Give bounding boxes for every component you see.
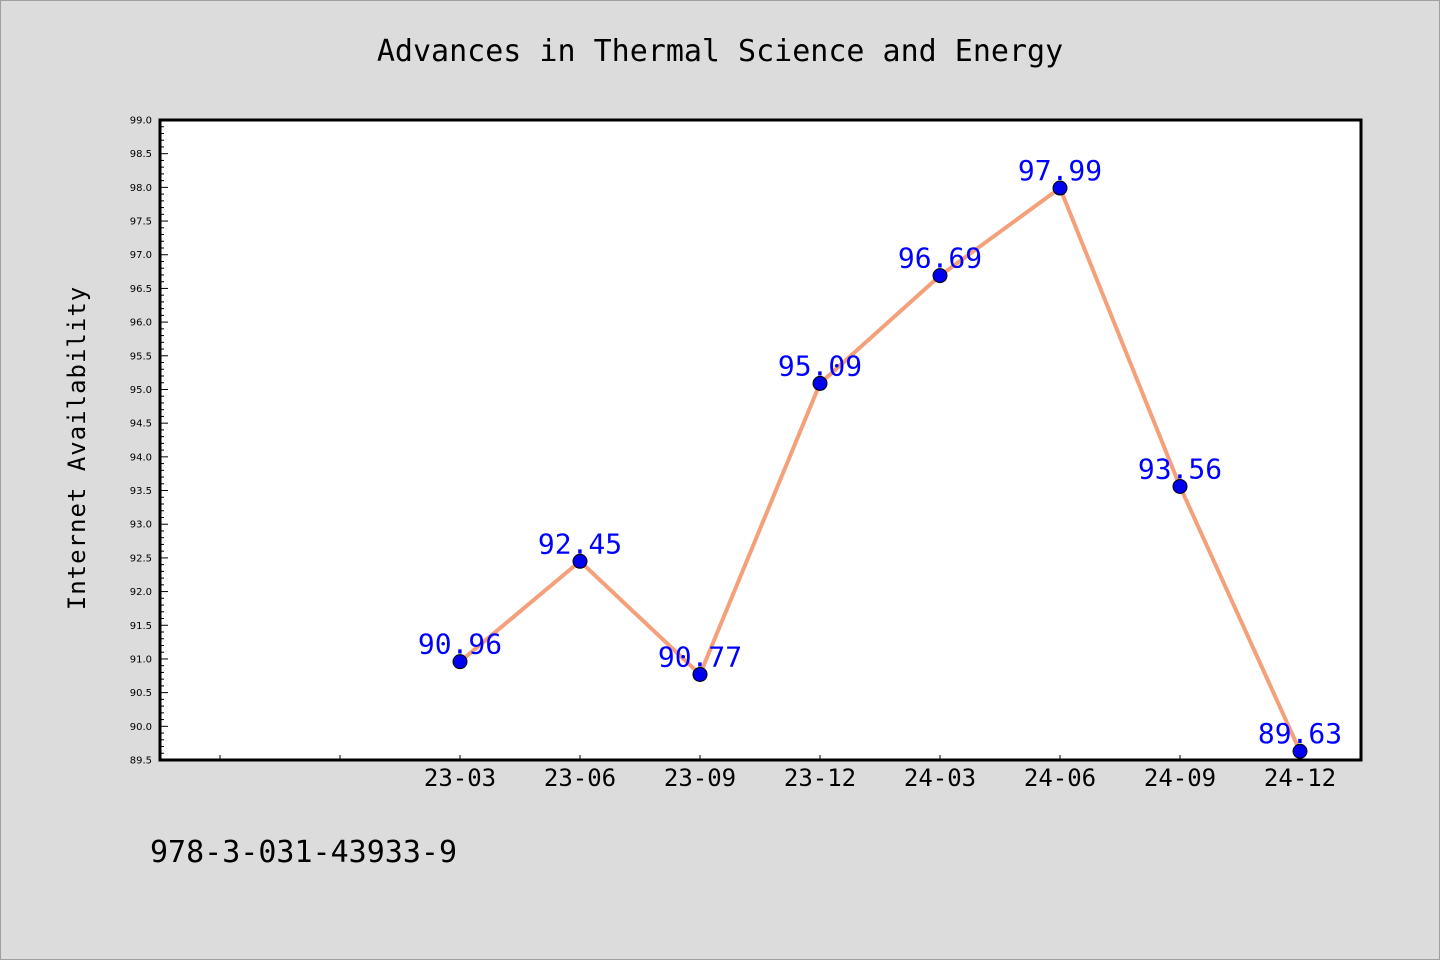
x-tick-label: 23-09 <box>664 764 736 792</box>
y-tick-label: 96.0 <box>130 318 152 329</box>
data-label: 92.45 <box>538 527 622 560</box>
x-tick-label: 23-03 <box>424 764 496 792</box>
data-label: 96.69 <box>898 242 982 275</box>
data-point <box>812 375 828 391</box>
x-tick-label: 23-06 <box>544 764 616 792</box>
y-tick-label: 91.0 <box>130 654 152 665</box>
data-label: 90.77 <box>658 640 742 673</box>
y-axis-ticks: 89.5 90.0 90.5 91.0 91.5 92.0 92.5 93.0 93.5 94.0… <box>130 116 168 767</box>
data-point <box>572 553 588 569</box>
data-point <box>452 654 468 670</box>
data-label: 89.63 <box>1258 717 1342 750</box>
y-tick-label: 94.5 <box>130 419 152 430</box>
y-tick-label: 95.0 <box>130 385 152 396</box>
x-tick-label: 24-06 <box>1024 764 1096 792</box>
x-tick-label: 24-09 <box>1144 764 1216 792</box>
y-tick-label: 98.5 <box>130 149 152 160</box>
x-tick-label: 24-03 <box>904 764 976 792</box>
data-point <box>1052 180 1068 196</box>
y-tick-label: 92.0 <box>130 587 152 598</box>
data-label: 97.99 <box>1018 154 1102 187</box>
data-label: 93.56 <box>1138 452 1222 485</box>
y-tick-label: 90.5 <box>130 688 152 699</box>
data-point <box>692 666 708 682</box>
footer-isbn-text: 978-3-031-43933-9 <box>150 835 458 870</box>
x-tick-label: 23-12 <box>784 764 856 792</box>
series-line <box>458 186 1302 753</box>
data-points <box>452 180 1308 759</box>
y-tick-label: 96.5 <box>130 284 152 295</box>
x-axis-ticks: 23-03 23-06 23-09 23-12 24-03 24-06 24-09 24-12 <box>219 755 1336 792</box>
data-point <box>1172 478 1188 494</box>
x-tick-label: 24-12 <box>1264 764 1336 792</box>
y-tick-label: 95.5 <box>130 351 152 362</box>
y-tick-label: 93.0 <box>130 520 152 531</box>
y-tick-label: 93.5 <box>130 486 152 497</box>
y-tick-label: 94.0 <box>130 452 152 463</box>
data-point <box>932 268 948 284</box>
data-label: 90.96 <box>418 628 502 661</box>
y-tick-label: 91.5 <box>130 621 152 632</box>
data-label: 95.09 <box>778 349 862 382</box>
y-tick-label: 97.0 <box>130 250 152 261</box>
y-tick-label: 97.5 <box>130 217 152 228</box>
data-labels: 90.96 92.45 90.77 95.09 96.69 97.99 93.56 89.63 <box>418 154 1342 750</box>
y-tick-label: 92.5 <box>130 553 152 564</box>
chart-title: Advances in Thermal Science and Energy <box>376 34 1064 69</box>
y-tick-label: 89.5 <box>130 756 152 767</box>
data-point <box>1292 743 1308 759</box>
plot-area <box>158 118 1363 762</box>
y-tick-label: 90.0 <box>130 722 152 733</box>
y-tick-label: 98.0 <box>130 183 152 194</box>
y-tick-label: 99.0 <box>130 116 152 127</box>
